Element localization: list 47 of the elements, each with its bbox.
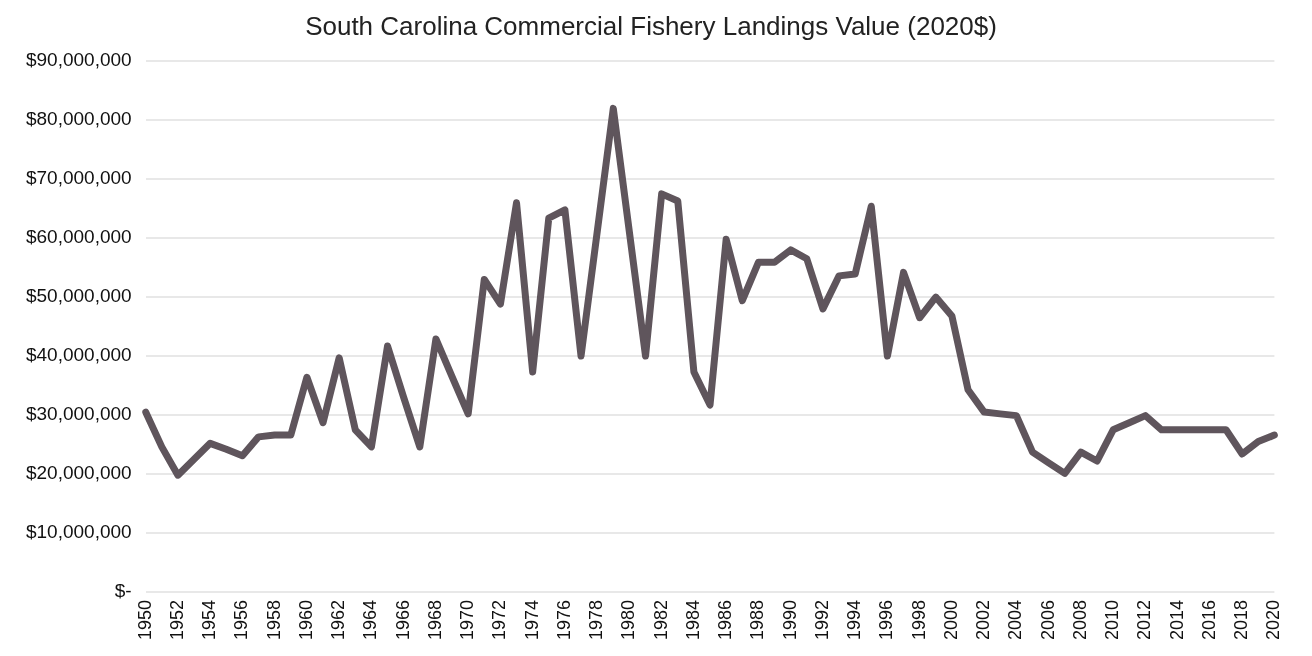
y-tick-label: $40,000,000 bbox=[25, 344, 132, 366]
x-tick-label: 1986 bbox=[715, 599, 736, 640]
y-tick-label: $10,000,000 bbox=[25, 521, 132, 543]
x-tick-label: 1960 bbox=[295, 599, 316, 640]
x-tick-label: 1964 bbox=[360, 599, 381, 640]
x-tick-label: 1978 bbox=[586, 599, 607, 640]
x-tick-label: 1952 bbox=[166, 599, 187, 640]
x-tick-label: 1972 bbox=[489, 599, 510, 640]
x-tick-label: 1998 bbox=[908, 599, 929, 640]
y-tick-label: $30,000,000 bbox=[25, 403, 132, 425]
x-tick-label: 1968 bbox=[424, 599, 445, 640]
x-tick-label: 2016 bbox=[1198, 599, 1219, 640]
x-tick-label: 1974 bbox=[521, 599, 542, 640]
x-tick-label: 1994 bbox=[844, 599, 865, 640]
x-tick-label: 2014 bbox=[1166, 599, 1187, 640]
y-tick-label: $50,000,000 bbox=[25, 285, 132, 307]
x-tick-label: 2018 bbox=[1231, 599, 1252, 640]
x-tick-label: 1982 bbox=[650, 599, 671, 640]
x-tick-label: 2004 bbox=[1005, 599, 1026, 640]
y-tick-label: $80,000,000 bbox=[25, 108, 132, 130]
x-tick-label: 1970 bbox=[457, 599, 478, 640]
y-tick-label: $60,000,000 bbox=[25, 226, 132, 248]
x-tick-label: 1958 bbox=[263, 599, 284, 640]
x-tick-label: 2002 bbox=[973, 599, 994, 640]
x-tick-label: 1990 bbox=[779, 599, 800, 640]
y-tick-label: $- bbox=[114, 580, 132, 602]
x-tick-label: 2012 bbox=[1134, 599, 1155, 640]
x-tick-label: 1966 bbox=[392, 599, 413, 640]
x-tick-label: 1976 bbox=[553, 599, 574, 640]
x-tick-label: 1950 bbox=[134, 599, 155, 640]
x-tick-label: 1962 bbox=[328, 599, 349, 640]
x-tick-label: 2008 bbox=[1069, 599, 1090, 640]
x-tick-label: 2006 bbox=[1037, 599, 1058, 640]
x-tick-label: 1984 bbox=[682, 599, 703, 640]
x-tick-label: 2010 bbox=[1102, 599, 1123, 640]
x-tick-label: 1996 bbox=[876, 599, 897, 640]
x-tick-label: 1954 bbox=[199, 599, 220, 640]
chart-title: South Carolina Commercial Fishery Landings Value (2020$) bbox=[305, 10, 997, 41]
x-tick-label: 2000 bbox=[940, 599, 961, 640]
x-tick-label: 2020 bbox=[1263, 599, 1284, 640]
y-tick-label: $90,000,000 bbox=[25, 49, 132, 71]
y-tick-label: $20,000,000 bbox=[25, 462, 132, 484]
x-tick-label: 1992 bbox=[811, 599, 832, 640]
y-tick-label: $70,000,000 bbox=[25, 167, 132, 189]
x-tick-label: 1980 bbox=[618, 599, 639, 640]
x-tick-label: 1956 bbox=[231, 599, 252, 640]
x-tick-label: 1988 bbox=[747, 599, 768, 640]
